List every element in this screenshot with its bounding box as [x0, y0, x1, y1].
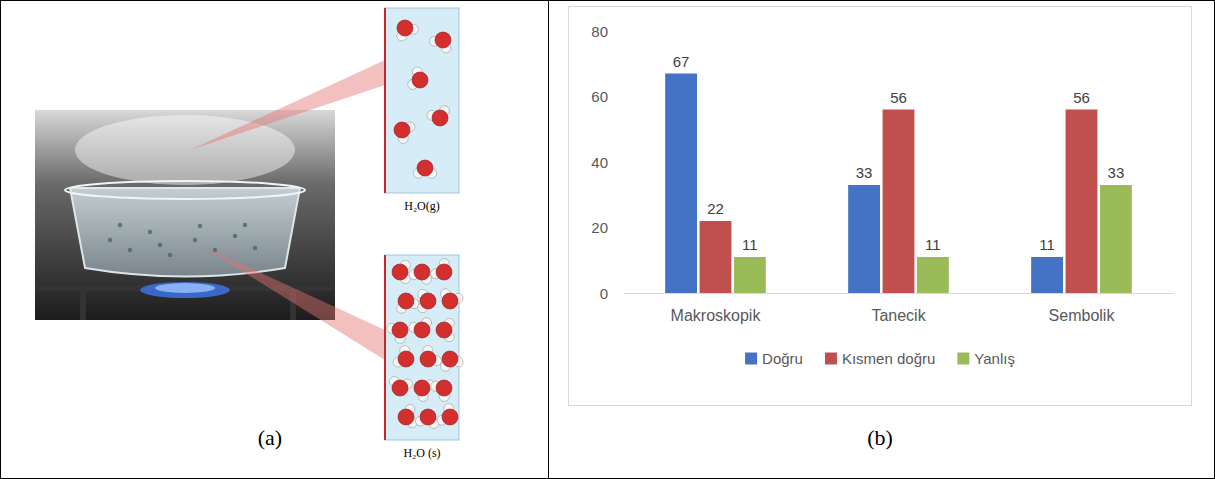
svg-text:11: 11 [1039, 236, 1055, 253]
svg-text:20: 20 [591, 219, 608, 236]
svg-text:80: 80 [591, 23, 608, 40]
svg-text:Kısmen doğru: Kısmen doğru [842, 350, 935, 367]
svg-text:Makroskopik: Makroskopik [671, 307, 762, 324]
svg-text:H₂O(g): H₂O(g) [404, 199, 440, 213]
svg-text:40: 40 [591, 154, 608, 171]
svg-text:11: 11 [742, 236, 758, 253]
html-text:(b): (b) [867, 425, 893, 450]
svg-text:56: 56 [890, 89, 907, 106]
svg-text:11: 11 [925, 236, 941, 253]
svg-text:0: 0 [600, 285, 608, 302]
svg-text:60: 60 [591, 88, 608, 105]
html-text:(a): (a) [257, 425, 283, 450]
svg-text:Yanlış: Yanlış [974, 350, 1015, 367]
svg-text:67: 67 [673, 53, 690, 70]
svg-text:22: 22 [707, 200, 724, 217]
svg-text:33: 33 [1108, 164, 1125, 181]
svg-text:Sembolik: Sembolik [1049, 307, 1116, 324]
svg-text:H₂O (s): H₂O (s) [403, 446, 440, 460]
svg-text:56: 56 [1073, 89, 1090, 106]
svg-text:Doğru: Doğru [762, 350, 803, 367]
svg-text:Tanecik: Tanecik [871, 307, 926, 324]
svg-text:33: 33 [856, 164, 873, 181]
